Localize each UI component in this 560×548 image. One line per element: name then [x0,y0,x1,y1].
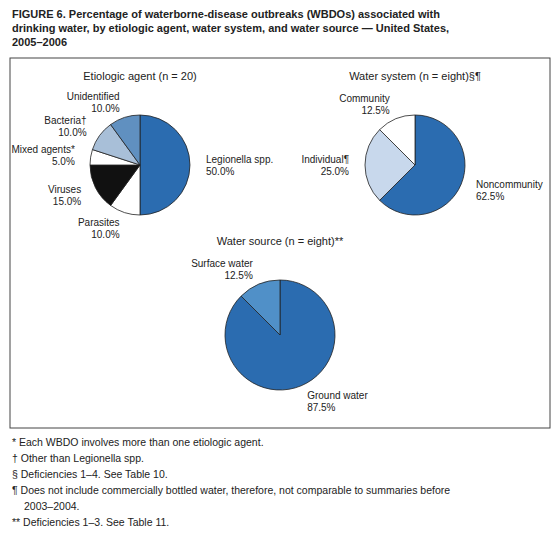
slices [225,280,335,390]
slice-category-label: Viruses [48,184,81,195]
footnote: § Deficiencies 1–4. See Table 10. [12,468,168,480]
footnote: † Other than Legionella spp. [12,452,144,464]
slice-category-label: Individual¶ [301,154,349,165]
pie-chart: Water source (n = eight)** Ground water87… [191,235,368,413]
slice-category-label: Parasites [78,217,120,228]
title-line: drinking water, by etiologic agent, wate… [12,22,449,34]
data-labels: Noncommunity62.5% Individual¶25.0% Communi… [301,93,542,202]
pie-chart: Etiologic agent (n = 20)Legionella spp.5… [11,70,273,240]
slice-value-label: 25.0% [321,166,349,177]
footnote: * Each WBDO involves more than one etiol… [12,436,264,448]
slice-value-label: 62.5% [476,191,504,202]
slice-value-label: 5.0% [52,156,75,167]
slice-category-label: Bacteria† [44,115,86,126]
slice-category-label: Mixed agents* [11,144,74,155]
slice-value-label: 10.0% [91,229,119,240]
data-labels: Ground water87.5% Surface water12.5% [191,258,368,412]
slice-category-label: Legionella spp. [206,154,273,165]
data-labels: Legionella spp.50.0%Parasites10.0%Viruse… [11,91,273,240]
slice-value-label: 15.0% [53,196,81,207]
pie-title: Etiologic agent (n = 20) [83,70,196,82]
slice-value-label: 12.5% [224,270,252,281]
title-line: 2005–2006 [12,36,67,48]
background [0,0,560,548]
pie-title: Water system (n = eight)§¶ [349,70,481,82]
pie-title: Water source (n = eight)** [217,235,344,247]
pie-chart: Water system (n = eight)§¶ Noncommunity62… [301,70,542,215]
pie-slice [380,115,415,165]
pie-slice [90,165,140,205]
slice-value-label: 10.0% [58,127,86,138]
footnote: 2003–2004. [24,500,79,512]
chart-root: FIGURE 6. Percentage of waterborne-disea… [0,0,560,548]
pie-slice [140,115,190,215]
footnote: ** Deficiencies 1–3. See Table 11. [12,516,169,528]
slice-value-label: 10.0% [91,103,119,114]
figure-title: FIGURE 6. Percentage of waterborne-disea… [12,8,449,48]
slice-value-label: 87.5% [307,402,335,413]
slice-category-label: Noncommunity [476,179,543,190]
footnote: ¶ Does not include commercially bottled … [12,484,450,496]
slice-category-label: Surface water [191,258,253,269]
slice-category-label: Unidentified [67,91,120,102]
slice-value-label: 50.0% [206,166,234,177]
chart-frame [10,58,550,428]
slice-category-label: Ground water [307,390,368,401]
slices [90,115,190,215]
slice-category-label: Community [339,93,390,104]
slice-value-label: 12.5% [361,105,389,116]
title-line: FIGURE 6. Percentage of waterborne-disea… [12,8,440,20]
pie-slice [111,115,140,165]
pie-slice [241,280,280,335]
slices [365,115,465,215]
pie-slice [225,280,335,390]
footnotes: * Each WBDO involves more than one etiol… [12,436,450,528]
